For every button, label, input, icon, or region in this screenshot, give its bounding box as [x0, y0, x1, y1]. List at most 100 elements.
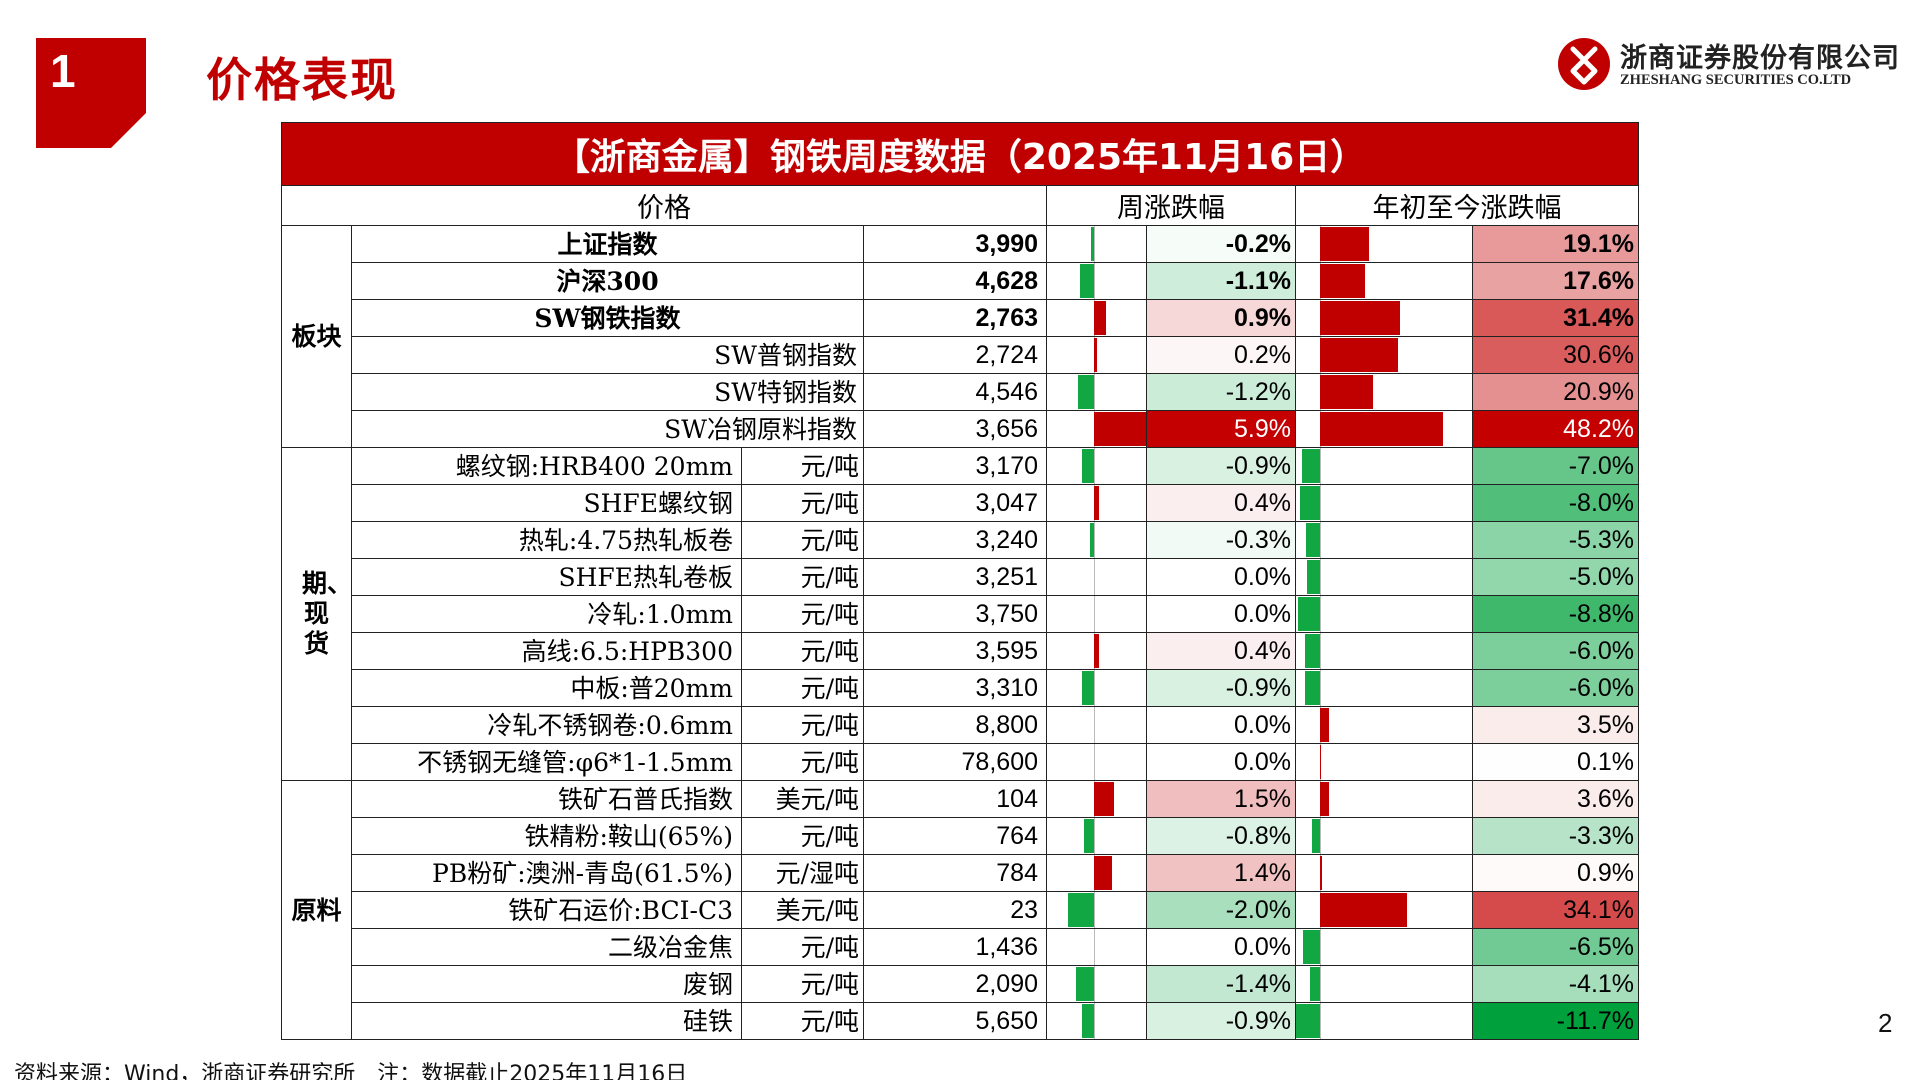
row-name: 热轧:4.75热轧板卷 [351, 521, 742, 559]
ytd-change-bar [1304, 671, 1320, 705]
table-row: SW冶钢原料指数 3,656 5.9% 48.2% [282, 410, 1640, 448]
ytd-bar-cell [1295, 854, 1473, 892]
ytd-change-bar [1320, 227, 1369, 261]
ytd-zero-axis [1320, 596, 1321, 632]
ytd-change-bar [1297, 597, 1320, 631]
ytd-change-bar [1306, 523, 1320, 557]
weekly-zero-axis [1094, 744, 1095, 780]
ytd-change-bar [1320, 708, 1329, 742]
ytd-change-bar [1302, 449, 1320, 483]
row-name: PB粉矿:澳洲-青岛(61.5%) [351, 854, 742, 892]
weekly-change-value: -0.3% [1146, 521, 1296, 559]
ytd-change-value: 30.6% [1471, 336, 1640, 374]
weekly-bar-cell [1046, 558, 1147, 596]
row-value: 4,628 [863, 262, 1047, 300]
table-row: 铁矿石运价:BCI-C3 美元/吨 23 -2.0% 34.1% [282, 891, 1640, 929]
table-row: SHFE螺纹钢 元/吨 3,047 0.4% -8.0% [282, 484, 1640, 522]
section-number: 1 [50, 45, 76, 97]
weekly-bar-cell [1046, 965, 1147, 1003]
weekly-bar-cell [1046, 336, 1147, 374]
row-value: 2,090 [863, 965, 1047, 1003]
row-unit: 元/吨 [741, 965, 864, 1003]
company-logo: 浙商证券股份有限公司 ZHESHANG SECURITIES CO.LTD [1556, 36, 1899, 92]
ytd-change-value: 20.9% [1471, 373, 1640, 411]
row-value: 8,800 [863, 706, 1047, 744]
weekly-bar-cell [1046, 854, 1147, 892]
row-name: SW特钢指数 [351, 373, 864, 411]
weekly-bar-cell [1046, 484, 1147, 522]
ytd-change-bar [1299, 486, 1320, 520]
header-ytd-change: 年初至今涨跌幅 [1294, 185, 1640, 226]
weekly-zero-axis [1094, 596, 1095, 632]
weekly-change-bar [1083, 819, 1094, 853]
weekly-bar-cell [1046, 595, 1147, 633]
company-name-cn: 浙商证券股份有限公司 [1620, 43, 1900, 74]
row-name: SHFE螺纹钢 [351, 484, 742, 522]
weekly-change-value: -1.1% [1146, 262, 1296, 300]
section-title: 价格表现 [206, 53, 398, 107]
ytd-change-bar [1311, 819, 1320, 853]
row-name: 不锈钢无缝管:φ6*1-1.5mm [351, 743, 742, 781]
ytd-zero-axis [1320, 818, 1321, 854]
row-name: 螺纹钢:HRB400 20mm [351, 447, 742, 485]
weekly-zero-axis [1094, 559, 1095, 595]
row-name: SW冶钢原料指数 [351, 410, 864, 448]
ytd-change-bar [1320, 856, 1323, 890]
row-value: 3,047 [863, 484, 1047, 522]
row-unit: 元/吨 [741, 928, 864, 966]
row-name: 铁矿石普氏指数 [351, 780, 742, 818]
weekly-change-value: 0.4% [1146, 632, 1296, 670]
weekly-change-value: 0.2% [1146, 336, 1296, 374]
ytd-zero-axis [1320, 744, 1321, 780]
ytd-change-value: -6.5% [1471, 928, 1640, 966]
ytd-change-value: -4.1% [1471, 965, 1640, 1003]
row-unit: 元/吨 [741, 743, 864, 781]
ytd-zero-axis [1320, 670, 1321, 706]
row-unit: 美元/吨 [741, 780, 864, 818]
ytd-bar-cell [1295, 558, 1473, 596]
row-value: 3,656 [863, 410, 1047, 448]
weekly-change-value: 0.9% [1146, 299, 1296, 337]
ytd-change-value: 0.1% [1471, 743, 1640, 781]
weekly-change-bar [1094, 634, 1100, 668]
weekly-bar-cell [1046, 521, 1147, 559]
weekly-change-value: -1.4% [1146, 965, 1296, 1003]
ytd-bar-cell [1295, 410, 1473, 448]
table-row: 原料 铁矿石普氏指数 美元/吨 104 1.5% 3.6% [281, 780, 1640, 1040]
weekly-bar-cell [1046, 743, 1147, 781]
ytd-bar-cell [1295, 669, 1473, 707]
row-value: 3,310 [863, 669, 1047, 707]
weekly-bar-cell [1046, 706, 1147, 744]
weekly-zero-axis [1094, 522, 1095, 558]
weekly-bar-cell [1046, 447, 1147, 485]
ytd-bar-cell [1295, 891, 1473, 929]
weekly-change-bar [1094, 412, 1146, 446]
weekly-zero-axis [1094, 818, 1095, 854]
row-name: 中板:普20mm [351, 669, 742, 707]
table-row: SW特钢指数 4,546 -1.2% 20.9% [282, 373, 1640, 411]
ytd-change-bar [1320, 412, 1443, 446]
table-title-row: 【浙商金属】钢铁周度数据（2025年11月16日） [280, 122, 1640, 186]
ytd-change-value: 19.1% [1471, 225, 1640, 263]
table-row: SW普钢指数 2,724 0.2% 30.6% [282, 336, 1640, 374]
weekly-zero-axis [1094, 966, 1095, 1002]
weekly-change-value: 0.0% [1146, 706, 1296, 744]
weekly-change-value: 1.5% [1146, 780, 1296, 818]
weekly-zero-axis [1094, 892, 1095, 928]
weekly-bar-cell [1046, 373, 1147, 411]
ytd-change-bar [1309, 967, 1320, 1001]
row-name: 硅铁 [351, 1002, 742, 1040]
weekly-change-bar [1078, 375, 1094, 409]
weekly-change-bar [1082, 671, 1094, 705]
table-row: 冷轧不锈钢卷:0.6mm 元/吨 8,800 0.0% 3.5% [282, 706, 1640, 744]
ytd-zero-axis [1320, 633, 1321, 669]
company-name-en: ZHESHANG SECURITIES CO.LTD [1620, 72, 1852, 88]
row-unit: 元/吨 [741, 595, 864, 633]
weekly-zero-axis [1094, 226, 1095, 262]
ytd-change-value: 3.5% [1471, 706, 1640, 744]
weekly-change-value: 0.0% [1146, 595, 1296, 633]
ytd-zero-axis [1320, 966, 1321, 1002]
weekly-bar-cell [1046, 928, 1147, 966]
ytd-change-value: -7.0% [1471, 447, 1640, 485]
table-row: PB粉矿:澳洲-青岛(61.5%) 元/湿吨 784 1.4% 0.9% [282, 854, 1640, 892]
